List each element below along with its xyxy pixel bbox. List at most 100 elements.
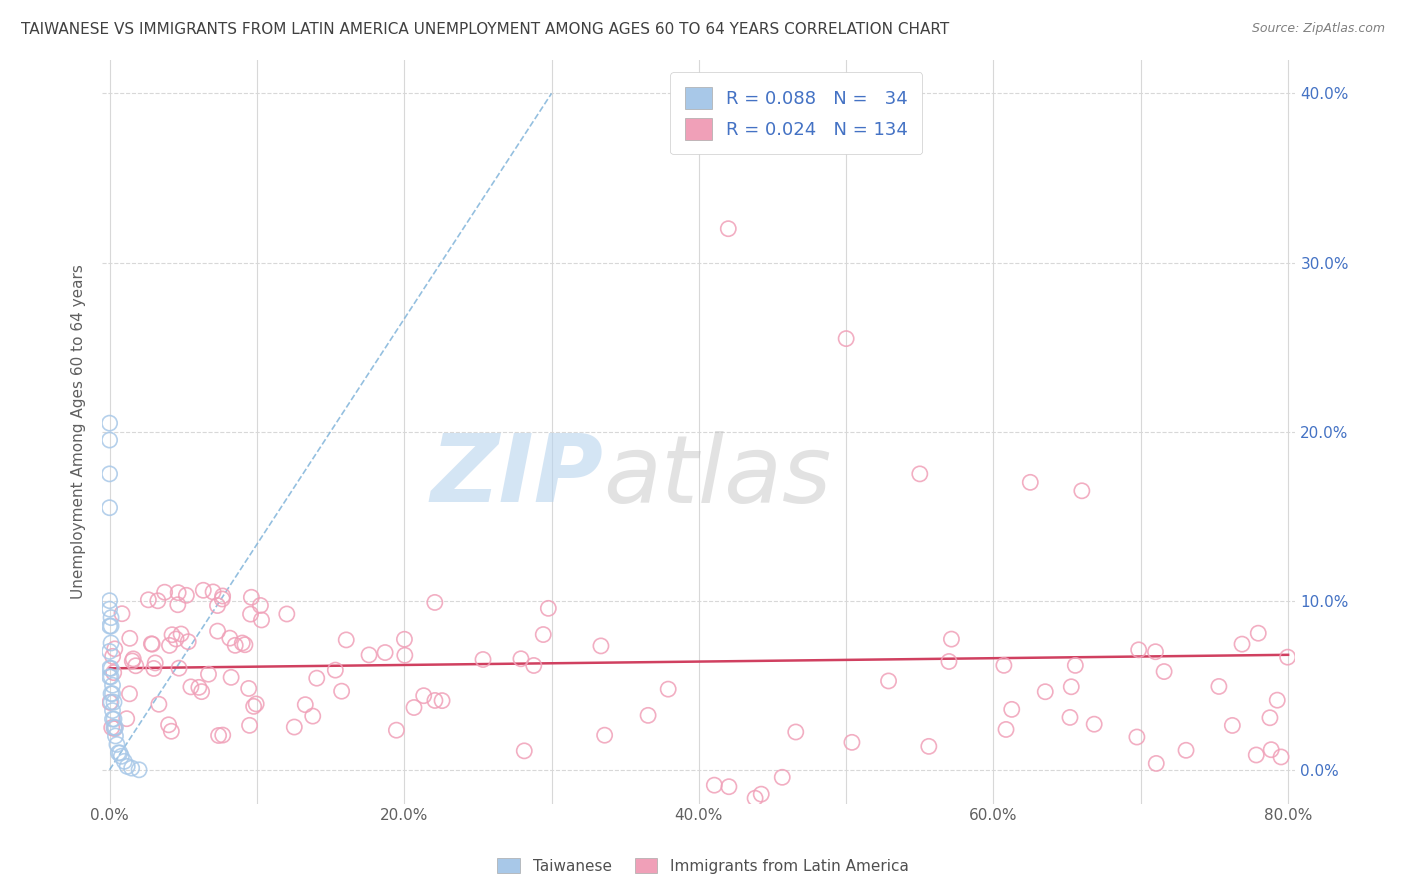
Point [141,637,163,651]
Point [104,721,127,735]
Point [207,599,229,613]
Point [250,613,273,627]
Point [1064,658,1087,673]
Point [374,646,396,660]
Point [510,652,533,666]
Point [513,744,536,758]
Point [157,718,180,732]
Point [330,684,353,698]
Point [1001,702,1024,716]
Point [593,728,616,742]
Point [335,632,357,647]
Point [224,638,246,652]
Y-axis label: Unemployment Among Ages 60 to 64 years: Unemployment Among Ages 60 to 64 years [72,264,86,599]
Point [423,693,446,707]
Point [101,687,124,701]
Point [153,585,176,599]
Point [187,681,209,695]
Point [103,665,125,680]
Point [160,724,183,739]
Point [98,644,121,658]
Point [918,739,941,754]
Point [115,712,138,726]
Point [394,632,416,647]
Point [190,684,212,698]
Point [180,680,202,694]
Point [394,648,416,663]
Point [941,632,963,646]
Point [202,585,225,599]
Point [240,591,263,605]
Point [167,661,190,675]
Point [103,695,125,709]
Point [835,332,858,346]
Point [104,641,127,656]
Point [111,607,134,621]
Point [100,687,122,701]
Point [207,729,229,743]
Point [100,619,122,633]
Point [100,610,122,624]
Point [211,728,233,742]
Point [938,655,960,669]
Point [207,624,229,639]
Point [104,729,127,743]
Point [108,746,131,760]
Point [877,673,900,688]
Point [523,658,546,673]
Point [146,594,169,608]
Point [245,697,267,711]
Point [249,599,271,613]
Point [1277,650,1299,665]
Point [128,763,150,777]
Point [112,755,135,769]
Point [193,583,215,598]
Point [98,416,121,430]
Point [160,628,183,642]
Point [993,658,1015,673]
Point [717,780,740,794]
Point [785,725,807,739]
Point [423,595,446,609]
Point [294,698,316,712]
Point [165,632,187,646]
Point [100,636,122,650]
Point [118,632,141,646]
Point [138,592,160,607]
Point [703,778,725,792]
Point [121,654,143,668]
Point [1247,626,1270,640]
Point [142,661,165,675]
Point [1128,643,1150,657]
Point [1244,747,1267,762]
Point [1083,717,1105,731]
Point [283,720,305,734]
Legend: Taiwanese, Immigrants from Latin America: Taiwanese, Immigrants from Latin America [491,852,915,880]
Point [238,681,260,696]
Point [1230,637,1253,651]
Point [211,589,233,603]
Point [121,761,143,775]
Point [141,637,163,651]
Point [170,627,193,641]
Point [177,634,200,648]
Point [908,467,931,481]
Point [1208,680,1230,694]
Point [749,787,772,801]
Point [1270,750,1292,764]
Point [657,682,679,697]
Point [770,770,793,784]
Point [218,631,240,645]
Point [239,607,262,621]
Point [385,723,408,738]
Point [100,670,122,684]
Point [430,693,453,707]
Point [103,712,125,726]
Point [103,722,125,736]
Point [148,698,170,712]
Point [118,687,141,701]
Point [357,648,380,662]
Point [1060,680,1083,694]
Point [143,656,166,670]
Point [744,791,766,805]
